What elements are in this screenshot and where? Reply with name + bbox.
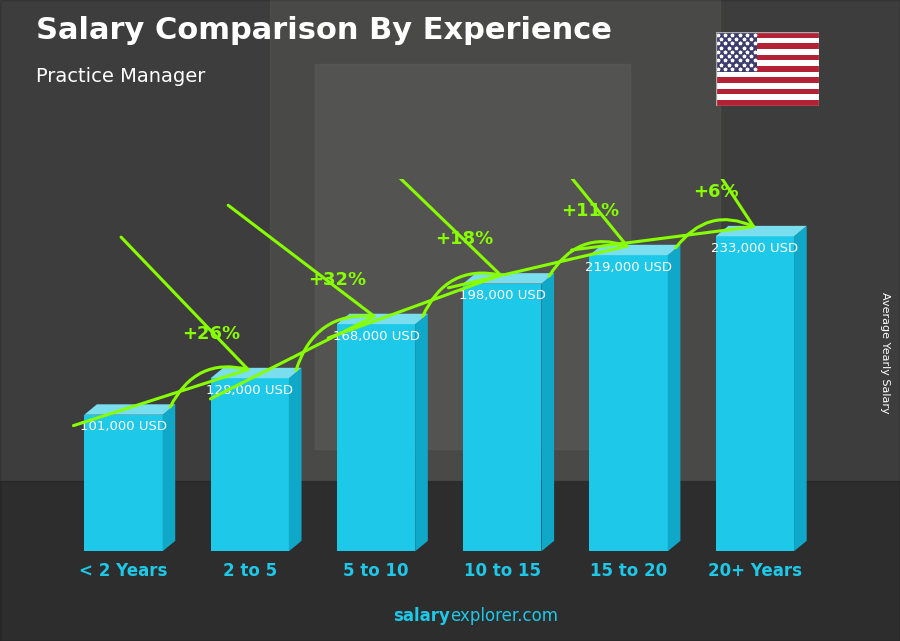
Polygon shape	[590, 245, 680, 255]
Bar	[716, 60, 819, 66]
Bar	[716, 32, 757, 72]
Text: Average Yearly Salary: Average Yearly Salary	[880, 292, 890, 413]
Bar	[716, 49, 819, 54]
Bar	[337, 324, 415, 551]
Bar	[270, 0, 720, 481]
Polygon shape	[716, 226, 806, 237]
Text: Salary Comparison By Experience: Salary Comparison By Experience	[36, 16, 612, 45]
Text: +26%: +26%	[182, 325, 240, 343]
Text: +32%: +32%	[309, 271, 366, 289]
Bar	[315, 64, 630, 449]
Text: Practice Manager: Practice Manager	[36, 67, 205, 87]
Bar	[716, 88, 819, 94]
FancyArrowPatch shape	[74, 237, 248, 426]
Polygon shape	[163, 404, 176, 551]
Text: 101,000 USD: 101,000 USD	[80, 420, 167, 433]
Polygon shape	[542, 273, 554, 551]
Text: 128,000 USD: 128,000 USD	[206, 384, 293, 397]
Polygon shape	[415, 313, 428, 551]
Polygon shape	[211, 368, 302, 378]
Bar	[716, 83, 819, 88]
Text: 233,000 USD: 233,000 USD	[711, 242, 798, 255]
FancyArrowPatch shape	[211, 205, 374, 399]
Bar	[716, 38, 819, 44]
Text: +18%: +18%	[435, 230, 493, 249]
Bar	[716, 100, 819, 106]
Text: salary: salary	[393, 607, 450, 625]
Polygon shape	[289, 368, 302, 551]
Polygon shape	[464, 273, 554, 283]
Bar	[716, 54, 819, 60]
FancyArrowPatch shape	[572, 73, 753, 250]
Text: 168,000 USD: 168,000 USD	[333, 329, 419, 343]
Text: 219,000 USD: 219,000 USD	[585, 261, 672, 274]
FancyArrowPatch shape	[448, 104, 627, 288]
Polygon shape	[794, 226, 806, 551]
Text: +11%: +11%	[561, 202, 619, 220]
Bar	[590, 255, 668, 551]
Polygon shape	[337, 313, 428, 324]
Polygon shape	[668, 245, 680, 551]
Bar	[716, 72, 819, 78]
Text: explorer.com: explorer.com	[450, 607, 558, 625]
Bar	[716, 32, 819, 38]
Bar	[716, 66, 819, 72]
Bar	[716, 44, 819, 49]
Bar	[716, 94, 819, 100]
Text: +6%: +6%	[694, 183, 739, 201]
Bar	[464, 283, 542, 551]
Bar	[0, 481, 900, 641]
Bar	[716, 78, 819, 83]
Bar	[211, 378, 289, 551]
Bar	[716, 237, 794, 551]
FancyArrowPatch shape	[328, 147, 500, 338]
Polygon shape	[85, 404, 176, 415]
Text: 198,000 USD: 198,000 USD	[459, 289, 545, 302]
Bar	[85, 415, 163, 551]
